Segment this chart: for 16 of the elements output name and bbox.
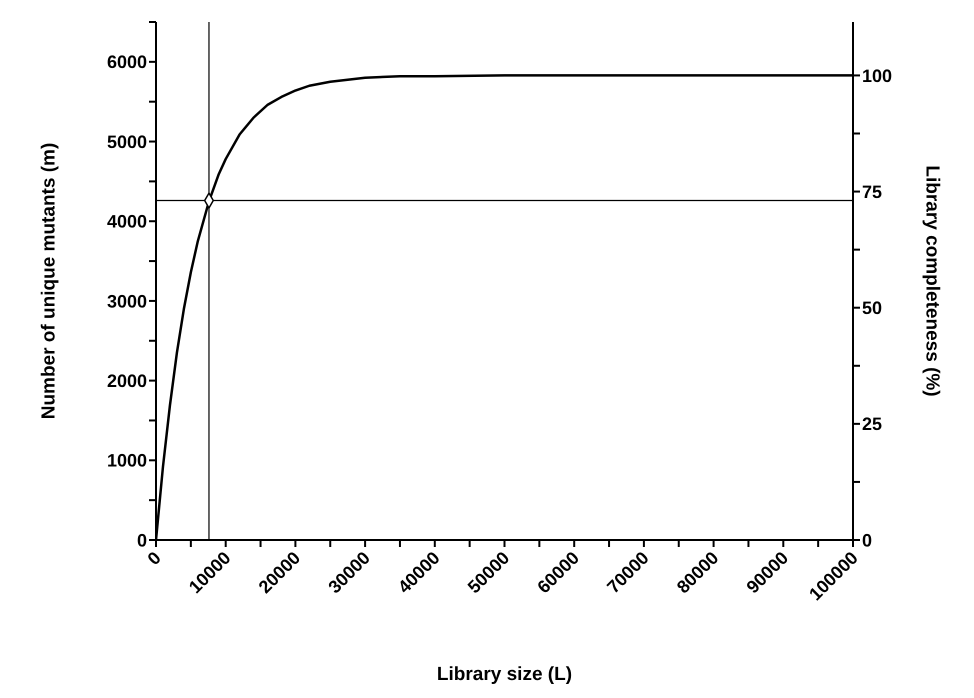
y2-tick-label: 75 (862, 182, 882, 202)
y-axis-title: Number of unique mutants (m) (38, 142, 60, 420)
y-tick-label: 4000 (106, 212, 147, 232)
y2-tick-label: 100 (862, 66, 892, 86)
y2-tick-label: 0 (862, 530, 872, 550)
y-tick-label: 5000 (106, 132, 147, 152)
y2-tick-label: 50 (862, 298, 882, 318)
y2-tick-label: 25 (862, 414, 882, 434)
y-tick-label: 6000 (106, 52, 147, 72)
y2-axis-title: Library completeness (%) (921, 165, 942, 397)
y-tick-label: 0 (136, 530, 147, 550)
y-tick-label: 1000 (106, 450, 147, 471)
y-tick-label: 2000 (106, 371, 147, 392)
x-axis-title: Library size (L) (436, 664, 572, 685)
y-tick-label: 3000 (106, 291, 147, 312)
x-tick-label: 0 (144, 548, 165, 569)
